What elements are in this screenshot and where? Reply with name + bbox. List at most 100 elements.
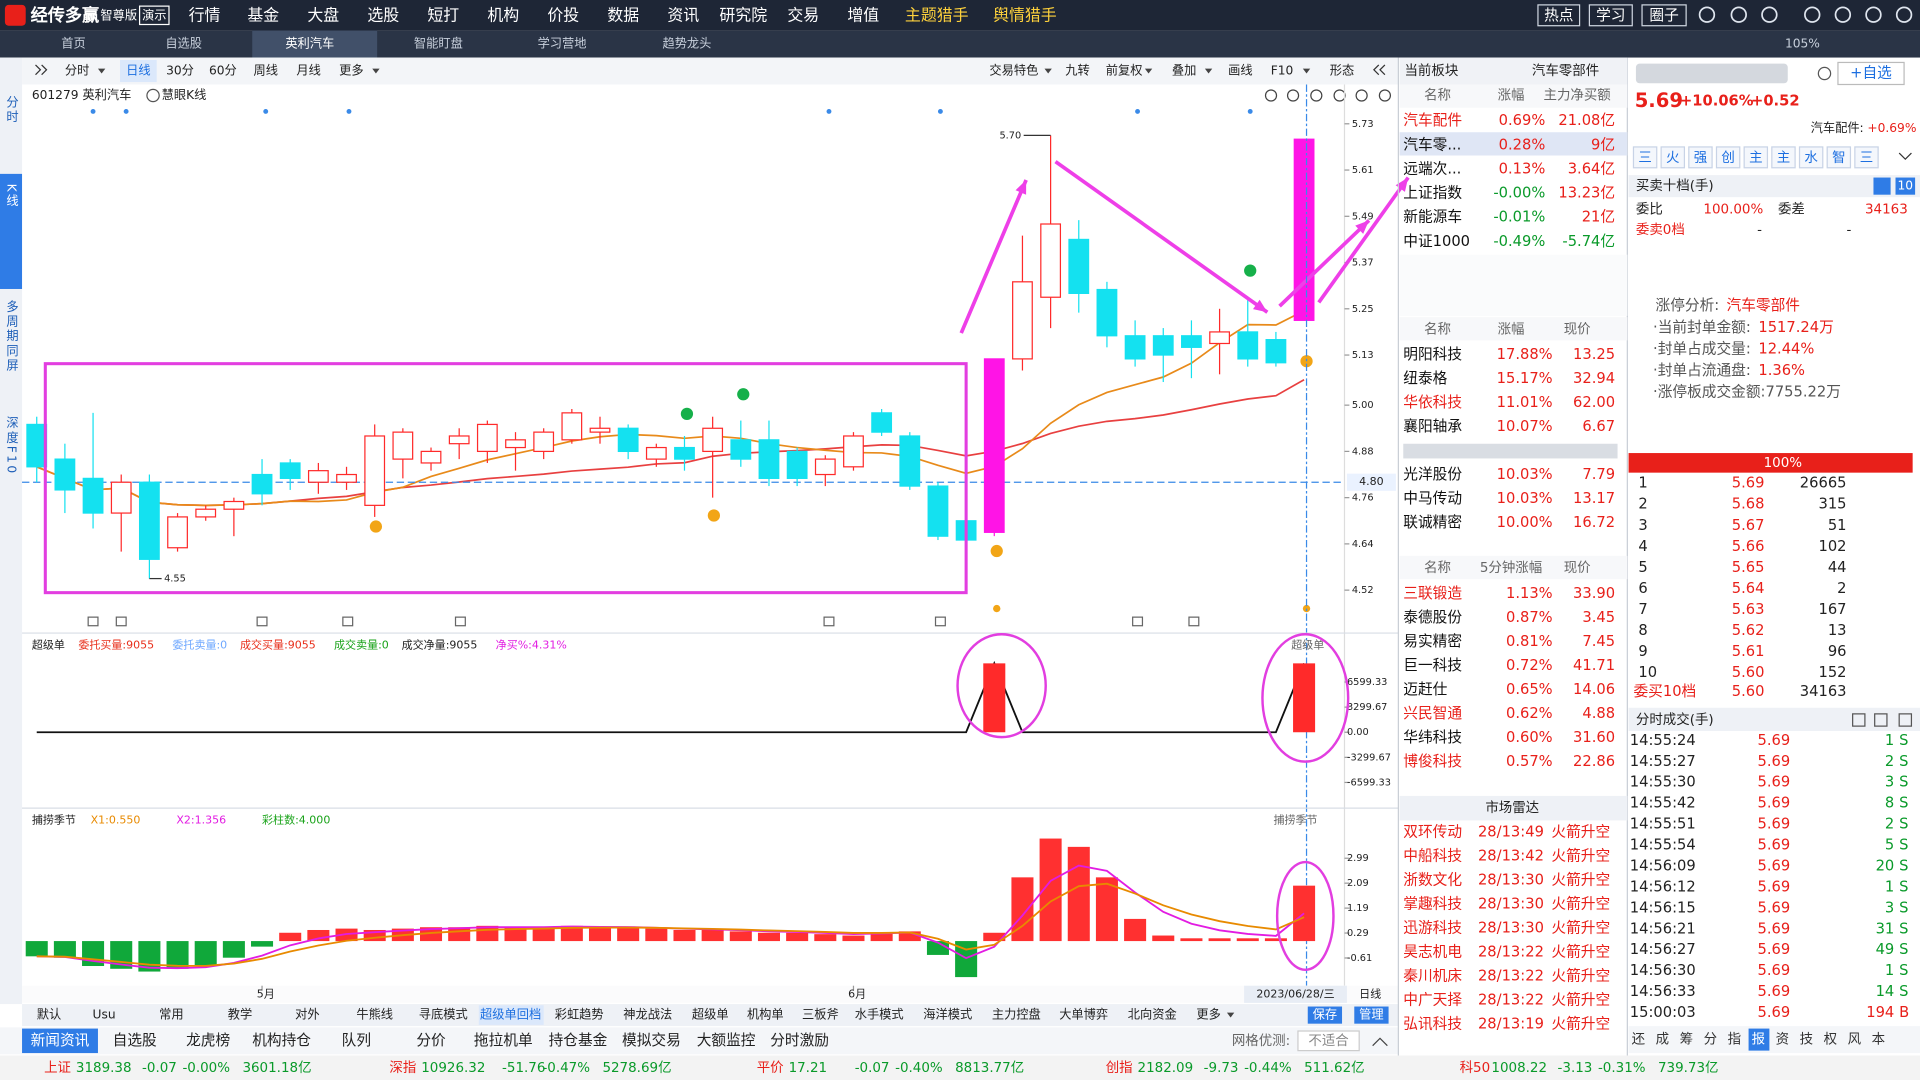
window-icon[interactable] (1895, 6, 1913, 23)
period-button[interactable]: 60分 (209, 64, 237, 78)
sector-name-cell[interactable]: 汽车配件 (1403, 112, 1462, 129)
side-tab[interactable]: 深度F10 (5, 416, 19, 476)
quote-tool-label[interactable]: 火 (1666, 151, 1679, 166)
quote-tool-label[interactable]: 水 (1804, 150, 1818, 166)
tool-button[interactable]: 画线 (1228, 64, 1252, 78)
info-tab[interactable]: 大额监控 (697, 1032, 756, 1049)
quote-tool-label[interactable]: 智 (1832, 150, 1845, 166)
window-icon[interactable] (1698, 6, 1716, 23)
radar-stock[interactable]: 迅游科技 (1403, 920, 1462, 937)
stock-name[interactable]: 襄阳轴承 (1403, 418, 1462, 435)
menu-item[interactable]: 增值 (847, 5, 879, 24)
quote-tool-tab[interactable]: 筹 (1680, 1031, 1693, 1048)
stock-name[interactable]: 泰德股份 (1403, 608, 1462, 626)
side-tab[interactable]: 多周期同屏 (5, 300, 19, 374)
stock-name[interactable]: 明阳科技 (1403, 346, 1462, 363)
add-watch-label[interactable]: +自选 (1850, 64, 1892, 81)
indicator-tab[interactable]: 对外 (295, 1008, 319, 1022)
side-tab[interactable]: K线 (5, 184, 19, 209)
quote-tool-tab[interactable]: 技 (1800, 1032, 1813, 1048)
info-tab[interactable]: 持仓基金 (549, 1032, 608, 1049)
stock-name[interactable]: 博俊科技 (1403, 753, 1462, 770)
quote-tool-label[interactable]: 强 (1694, 151, 1707, 166)
tool-button[interactable]: F10 (1271, 64, 1294, 78)
quote-tool-tab[interactable]: 权 (1824, 1031, 1838, 1048)
stock-name[interactable]: 巨一科技 (1403, 657, 1462, 674)
add-watch[interactable] (1837, 61, 1905, 86)
quote-tool[interactable] (1854, 146, 1879, 169)
radar-stock[interactable]: 中广天择 (1403, 992, 1462, 1009)
quote-tool-tab[interactable]: 风 (1848, 1033, 1862, 1048)
indicator-tab[interactable]: 教学 (228, 1007, 252, 1022)
quote-tool[interactable] (1826, 146, 1852, 169)
tab[interactable]: 趋势龙头 (662, 37, 711, 51)
tool-button[interactable]: 形态 (1330, 64, 1354, 78)
stock-name[interactable]: 易实精密 (1403, 633, 1462, 650)
sector-name-cell[interactable]: 中证1000 (1403, 233, 1470, 250)
menu-item[interactable]: 价投 (547, 5, 579, 24)
quote-tool[interactable] (1798, 146, 1824, 169)
sector-name-cell[interactable]: 远端次... (1403, 160, 1461, 177)
tool-button[interactable]: 前复权 (1106, 63, 1143, 78)
menu-button-label[interactable]: 热点 (1544, 7, 1573, 24)
tool-button[interactable]: 交易特色 (989, 63, 1038, 78)
panel-icon[interactable] (1264, 89, 1278, 102)
stock-name[interactable]: 兴民智通 (1403, 704, 1462, 722)
period-button[interactable]: 更多 (339, 64, 363, 78)
menu-item[interactable]: 数据 (607, 5, 639, 24)
menu-item[interactable]: 交易 (787, 5, 819, 24)
tab[interactable]: 首页 (61, 37, 85, 51)
indicator-tab[interactable]: 超级单回档 (480, 1007, 541, 1022)
radar-stock[interactable]: 中船科技 (1403, 848, 1462, 865)
menu-item[interactable]: 短打 (427, 5, 459, 24)
panel-icon[interactable] (1310, 89, 1323, 102)
window-icon[interactable] (1804, 6, 1821, 23)
quote-tool-tab[interactable]: 还 (1632, 1032, 1646, 1048)
quote-tool-label[interactable]: 创 (1721, 150, 1734, 166)
info-tab[interactable]: 机构持仓 (252, 1032, 311, 1049)
info-tab[interactable]: 模拟交易 (622, 1031, 681, 1049)
info-tab[interactable]: 龙虎榜 (186, 1032, 230, 1049)
window-icon[interactable] (1865, 6, 1882, 23)
quote-tool-tab[interactable]: 本 (1872, 1032, 1885, 1048)
menu-item[interactable]: 选股 (367, 5, 399, 24)
period-button[interactable]: 周线 (253, 64, 277, 78)
indicator-tab[interactable]: 彩虹趋势 (555, 1008, 604, 1022)
quote-tool-label[interactable]: 三 (1638, 151, 1651, 166)
indicator-tab[interactable]: 牛熊线 (356, 1007, 393, 1022)
sector-name-cell[interactable]: 汽车零... (1403, 136, 1461, 153)
radar-stock[interactable]: 掌趣科技 (1403, 896, 1462, 913)
panel-icon[interactable] (1355, 89, 1368, 102)
stock-name[interactable]: 迈赶仕 (1403, 681, 1447, 698)
indicator-tab[interactable]: 神龙战法 (623, 1008, 672, 1022)
indicator-tab[interactable]: 超级单 (692, 1007, 729, 1022)
indicator-tab[interactable]: 三板斧 (802, 1008, 839, 1022)
quote-tool[interactable] (1632, 146, 1658, 169)
window-icon[interactable] (1730, 6, 1747, 23)
window-icon[interactable] (1761, 6, 1778, 23)
info-tab[interactable]: 新闻资讯 (31, 1032, 90, 1049)
side-tab[interactable]: 分时 (5, 95, 19, 125)
tab[interactable]: 学习营地 (538, 36, 587, 51)
indicator-tab[interactable]: 保存 (1313, 1008, 1337, 1022)
indicator-tab[interactable]: 海洋模式 (923, 1007, 972, 1022)
period-button[interactable]: 30分 (166, 64, 194, 78)
info-tab[interactable]: 拖拉机单 (474, 1032, 533, 1049)
quote-tool[interactable] (1771, 146, 1796, 169)
radar-stock[interactable]: 秦川机床 (1403, 968, 1462, 985)
tab[interactable]: 智能盯盘 (414, 36, 463, 51)
panel-icon[interactable] (1286, 89, 1300, 102)
indicator-tab[interactable]: 机构单 (747, 1007, 784, 1022)
menu-item[interactable]: 行情 (189, 5, 221, 24)
stock-name[interactable]: 中马传动 (1403, 490, 1462, 507)
radar-stock[interactable]: 浙数文化 (1403, 872, 1462, 889)
window-icon[interactable] (1834, 6, 1852, 23)
tool-button[interactable]: 叠加 (1172, 64, 1196, 78)
menu-item[interactable]: 基金 (247, 5, 279, 24)
quote-tool-tab[interactable]: 成 (1656, 1032, 1669, 1048)
quote-tool-label[interactable]: 三 (1860, 151, 1873, 166)
tab[interactable]: 自选股 (165, 37, 202, 51)
radar-stock[interactable]: 双环传动 (1403, 824, 1462, 841)
quote-tool-tab[interactable]: 资 (1776, 1032, 1789, 1048)
menu-item[interactable]: 舆情猎手 (993, 5, 1057, 24)
